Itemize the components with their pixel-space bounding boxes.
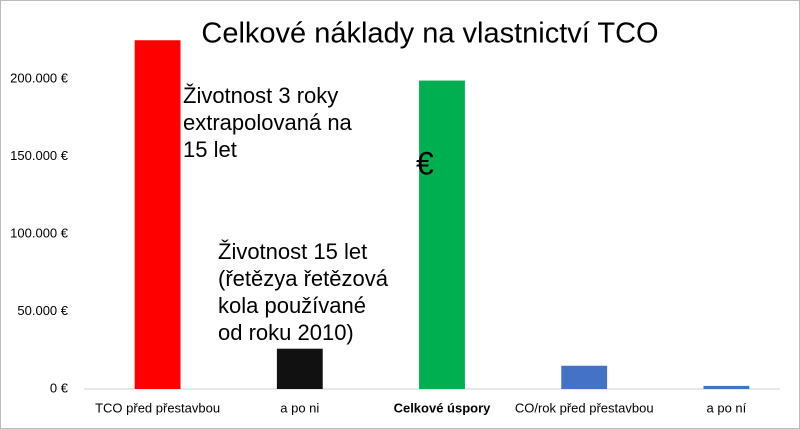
y-tick-label: 50.000 € <box>17 303 68 318</box>
chart-title: Celkové náklady na vlastnictví TCO <box>201 18 658 50</box>
annotation: (řetězya řetězová <box>218 266 389 291</box>
annotation: Životnost 3 roky <box>183 83 338 108</box>
y-tick-label: 100.000 € <box>10 225 69 240</box>
annotation: kola používané <box>218 293 366 318</box>
annotation: € <box>416 145 434 181</box>
bar <box>419 80 465 390</box>
annotation: extrapolovaná na <box>183 110 353 135</box>
annotation: 15 let <box>183 137 237 162</box>
annotation: od roku 2010) <box>218 320 354 345</box>
bar <box>703 385 750 389</box>
bar <box>276 348 323 389</box>
x-tick-label: a po ni <box>280 400 319 415</box>
x-tick-label: TCO před přestavbou <box>95 400 220 415</box>
annotation: Životnost 15 let <box>218 239 367 264</box>
x-tick-label: a po ní <box>707 400 747 415</box>
bar <box>561 365 608 389</box>
bar <box>134 40 181 389</box>
x-tick-label: Celkové úspory <box>394 400 492 415</box>
y-tick-label: 0 € <box>50 380 69 395</box>
x-tick-label: CO/rok před přestavbou <box>515 400 654 415</box>
y-tick-label: 150.000 € <box>10 148 69 163</box>
y-tick-label: 200.000 € <box>10 70 69 85</box>
